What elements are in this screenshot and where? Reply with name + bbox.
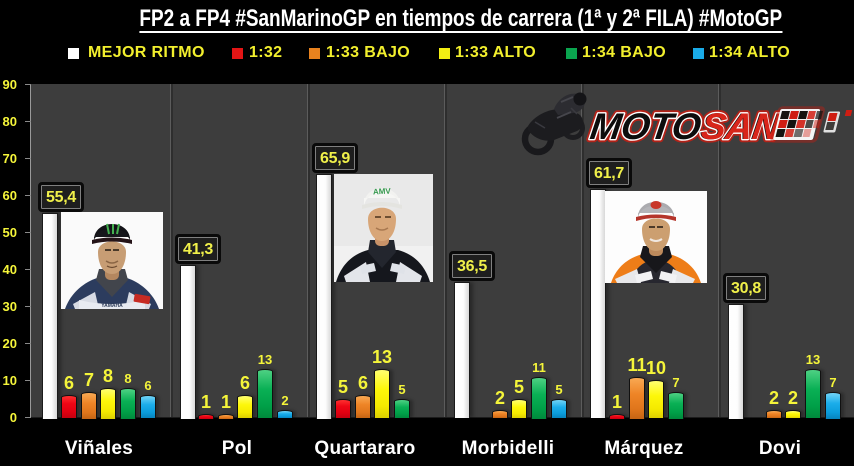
svg-text:YAMAHA: YAMAHA (101, 303, 123, 309)
svg-text:MOTOSAN: MOTOSAN (588, 105, 783, 147)
svg-text:MOTOSAN: MOTOSAN (588, 105, 783, 147)
svg-text:MOTOSAN: MOTOSAN (588, 105, 783, 147)
svg-text:AMV: AMV (373, 187, 392, 197)
svg-text:SAN: SAN (699, 105, 784, 147)
